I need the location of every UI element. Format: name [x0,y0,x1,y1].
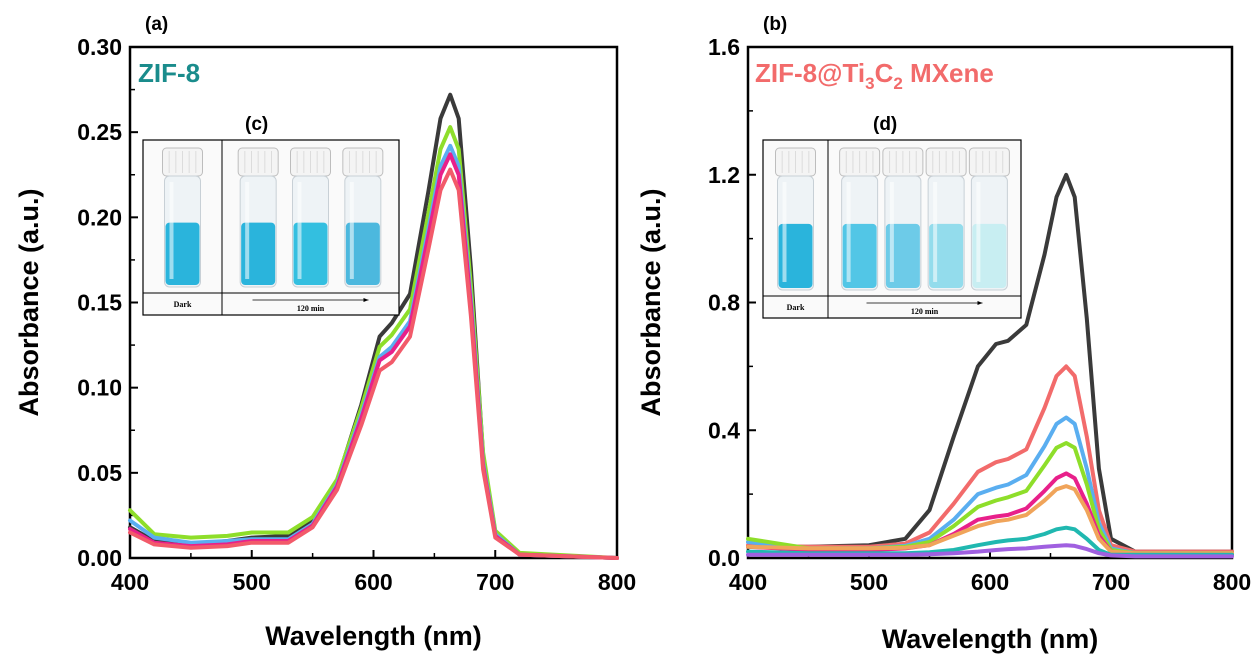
y-tick-label: 0.4 [708,417,740,443]
inset-caption-dark: Dark [787,303,805,312]
inset-photo: Dark 120 min [762,139,1022,319]
vial-highlight [245,182,250,279]
inset-time-arrowhead [363,298,369,302]
chart-panel-1: 400 500 600 700 800 0.00 0.05 0.10 0.15 0.20 0.25 0… [14,14,636,651]
x-axis-label: Wavelength (nm) [265,621,482,651]
chart-panel-2: 400 500 600 700 800 0.0 0.4 0.8 1.2 1.6 Wavelength… [636,14,1251,654]
series-line-1 [746,172,1234,554]
x-tick-label: 400 [111,569,149,595]
x-tick-label: 800 [1213,569,1251,595]
y-axis-label: Absorbance (a.u.) [636,188,666,416]
x-tick-label: 800 [598,569,636,595]
chart-title: ZIF-8@Ti3C2 MXene [755,58,994,93]
y-axis-label: Absorbance (a.u.) [14,188,44,416]
vial [290,147,331,288]
x-tick-label: 500 [850,569,888,595]
y-tick-label: 0.20 [77,204,122,230]
y-tick-label: 0.25 [77,119,122,145]
x-axis-label: Wavelength (nm) [882,624,1099,654]
vial-highlight [846,182,851,282]
x-tick-label: 700 [476,569,514,595]
y-tick-label: 0.05 [77,460,122,486]
vial-liquid [972,223,1007,288]
vial-liquid [778,223,813,288]
vial-liquid [929,223,964,288]
vial-highlight [933,182,938,282]
y-tick-label: 0.0 [708,545,740,571]
vial-highlight [349,182,354,279]
title-part: ZIF-8@Ti [755,58,865,88]
vial [839,147,881,291]
title-subscript: 2 [893,74,902,93]
x-tick-label: 500 [233,569,271,595]
x-tick-label: 600 [354,569,392,595]
y-tick-label: 1.2 [708,162,740,188]
vial [882,147,924,291]
inset-caption-time: 120 min [297,304,325,313]
inset-label: (c) [245,114,268,135]
vial [237,147,279,288]
chart-title: ZIF-8 [138,58,200,88]
y-tick-label: 0.10 [77,375,122,401]
vial-highlight [976,182,981,282]
vial [775,147,816,291]
x-tick-label: 700 [1092,569,1130,595]
vial [968,147,1010,291]
series-line-2 [746,364,1234,554]
y-tick-label: 0.00 [77,545,122,571]
series-line-6 [746,484,1234,556]
x-tick-label: 600 [971,569,1009,595]
vial-highlight [889,182,894,282]
vial-highlight [782,182,787,282]
inset-caption-time: 120 min [911,307,939,316]
y-tick-label: 0.15 [77,290,122,316]
vial-highlight [297,182,302,279]
series-line-5 [128,167,619,560]
vial-liquid [165,222,200,285]
vial [342,147,384,288]
inset-caption-dark: Dark [174,300,192,309]
x-tick-label: 400 [729,569,767,595]
panel-label: (a) [145,14,168,35]
title-subscript: 3 [865,74,874,93]
inset-label: (d) [873,114,897,135]
title-part: MXene [903,58,994,88]
series-line-3 [746,415,1234,556]
inset-time-arrowhead [977,301,983,305]
title-part: ZIF-8 [138,58,200,88]
panel-label: (b) [763,14,787,35]
vial-highlight [169,182,174,279]
vial-liquid [293,222,328,285]
vial-liquid [241,222,276,285]
y-tick-label: 1.6 [708,34,740,60]
vial [162,147,203,288]
vial-liquid [345,222,380,285]
title-part: C [875,58,894,88]
vial-liquid [885,223,920,288]
vial [925,147,967,291]
y-tick-label: 0.8 [708,290,740,316]
vial-liquid [842,223,877,288]
inset-photo: Dark 120 min [142,139,400,316]
series-line-8 [746,543,1234,559]
series-line-4 [746,441,1234,556]
y-tick-label: 0.30 [77,34,122,60]
